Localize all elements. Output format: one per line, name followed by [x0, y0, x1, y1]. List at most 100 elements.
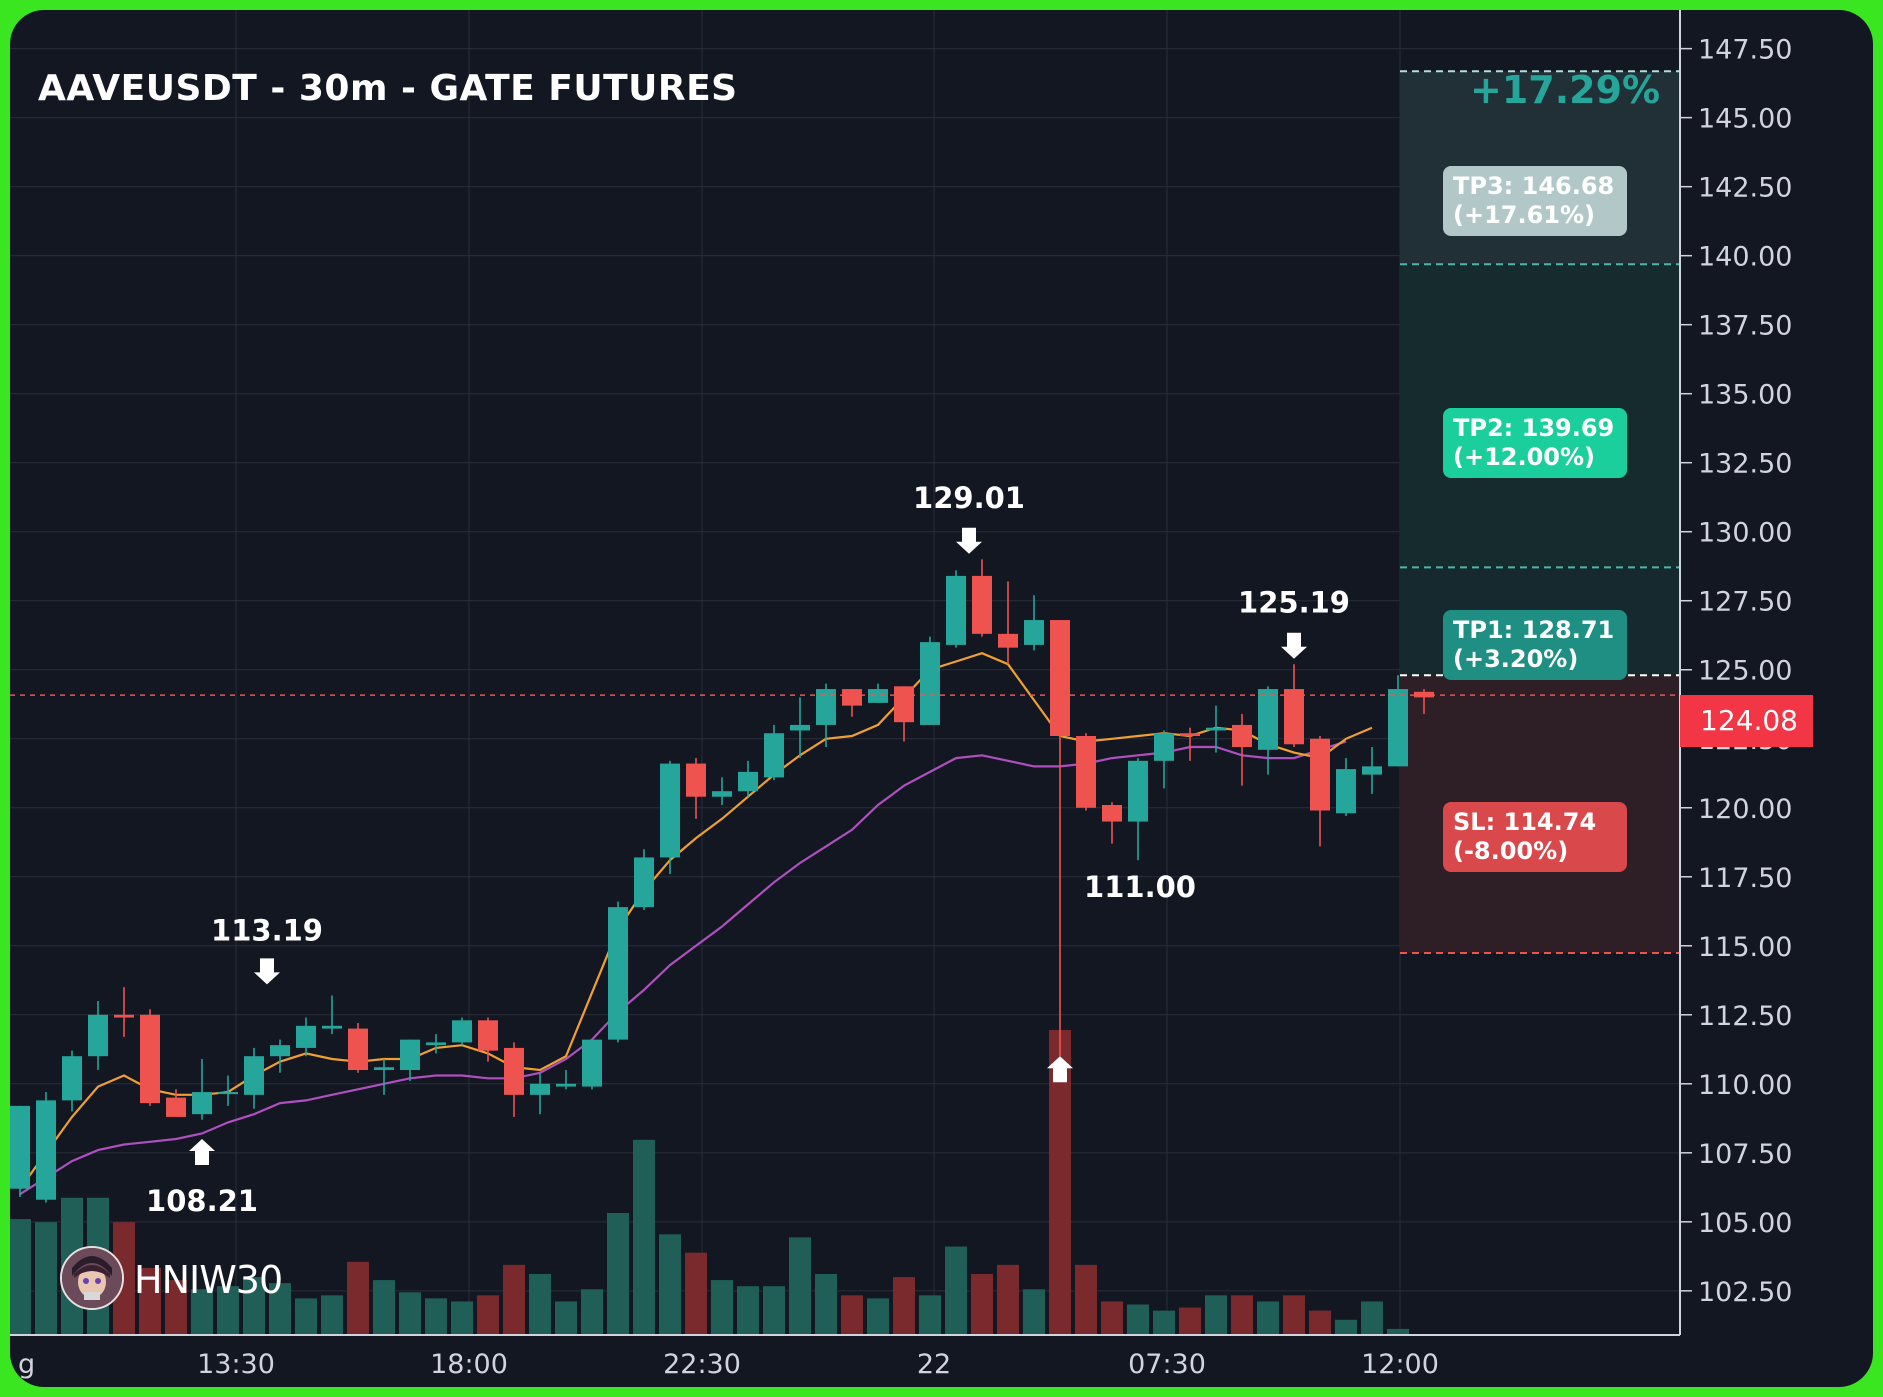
annotation-high-2: 129.01 — [913, 481, 1025, 515]
candle — [400, 1039, 420, 1082]
candle-body — [322, 1025, 342, 1029]
ma-slow-line — [19, 740, 1347, 1196]
volume-bar — [659, 1234, 681, 1335]
volume-bar — [789, 1237, 811, 1335]
candle — [1050, 620, 1070, 1057]
y-tick-label: 112.50 — [1698, 1001, 1792, 1032]
volume-bar — [815, 1274, 837, 1335]
candle-body — [972, 575, 992, 634]
volume-bar — [971, 1274, 993, 1335]
volume-bar — [607, 1213, 629, 1335]
tp3-percent: (+17.61%) — [1453, 201, 1596, 229]
candle-body — [1154, 733, 1174, 761]
candle — [972, 559, 992, 637]
candle — [712, 777, 732, 805]
x-tick-label: 07:30 — [1128, 1349, 1206, 1380]
arrow-up-icon — [1047, 1056, 1073, 1083]
candle — [582, 1039, 602, 1090]
candle — [88, 1000, 108, 1070]
arrow-down-icon — [1281, 632, 1307, 659]
candle — [1336, 758, 1356, 817]
tp3-price: TP3: 146.68 — [1453, 172, 1615, 200]
candle-body — [686, 763, 706, 797]
level-lines — [10, 70, 1680, 954]
candle — [816, 683, 836, 748]
candle — [608, 901, 628, 1043]
candle-body — [1258, 689, 1278, 750]
volume-bar — [139, 1267, 161, 1335]
tp3-label: TP3: 146.68 (+17.61%) — [1443, 166, 1627, 236]
candle-body — [88, 1014, 108, 1057]
arrow-down-icon — [254, 958, 280, 985]
tp1-percent: (+3.20%) — [1453, 645, 1579, 673]
candle — [1180, 727, 1200, 761]
volume-bar — [1049, 1030, 1071, 1335]
candle — [1128, 758, 1148, 861]
volume-bar — [893, 1277, 915, 1335]
volume-bar — [1283, 1295, 1305, 1335]
y-tick-label: 110.00 — [1698, 1070, 1792, 1101]
candle-body — [1180, 733, 1200, 736]
candle — [140, 1009, 160, 1106]
arrow-down-icon — [956, 527, 982, 554]
volume-bar — [35, 1222, 57, 1335]
candle-body — [1336, 769, 1356, 814]
avatar-logo-icon-art — [62, 1248, 122, 1308]
chart-title: AAVEUSDT - 30m - GATE FUTURES — [38, 68, 738, 109]
y-tick-label: 135.00 — [1698, 380, 1792, 411]
candle — [1362, 747, 1382, 794]
volume-bar — [633, 1139, 655, 1335]
x-tick-label: 22:30 — [663, 1349, 741, 1380]
candle-body — [1076, 735, 1096, 808]
volume-bar — [1387, 1328, 1409, 1335]
candle — [114, 987, 134, 1037]
volume-bar — [451, 1301, 473, 1335]
candle-body — [218, 1092, 238, 1095]
tp2-percent: (+12.00%) — [1453, 443, 1596, 471]
candle-body — [348, 1028, 368, 1070]
volume-bar — [10, 1219, 31, 1335]
candle-body — [556, 1083, 576, 1087]
volume-bar — [1231, 1295, 1253, 1335]
candle — [920, 636, 940, 725]
annotation-arrows: 108.21 113.19 129.01 125.19 — [146, 481, 1350, 1218]
candle-body — [1232, 724, 1252, 748]
x-tick-label: g — [18, 1349, 35, 1380]
volume-bar — [1075, 1264, 1097, 1335]
volume-bar — [1257, 1301, 1279, 1335]
candle-body — [608, 907, 628, 1040]
tp1-label: TP1: 128.71 (+3.20%) — [1443, 610, 1627, 680]
candle-body — [114, 1014, 134, 1018]
volume-bar — [477, 1295, 499, 1335]
sl-label: SL: 114.74 (-8.00%) — [1443, 802, 1627, 872]
candle — [1206, 705, 1226, 753]
y-tick-label: 102.50 — [1698, 1277, 1792, 1308]
volume-bar — [399, 1292, 421, 1335]
candle-body — [660, 763, 680, 858]
volume-bar — [113, 1222, 135, 1335]
candle-body — [738, 771, 758, 792]
volume-bar — [1335, 1319, 1357, 1335]
price-chart[interactable]: 102.50 105.00 107.50 110.00 112.50 115.00 117.… — [10, 10, 1873, 1387]
volume-bar — [841, 1295, 863, 1335]
candle — [634, 849, 654, 910]
candlesticks[interactable] — [10, 559, 1434, 1203]
candle-body — [62, 1056, 82, 1101]
y-tick-label: 140.00 — [1698, 242, 1792, 273]
chart-frame: 102.50 105.00 107.50 110.00 112.50 115.00 117.… — [10, 10, 1873, 1387]
y-tick-label: 132.50 — [1698, 449, 1792, 480]
volume-bar — [737, 1286, 759, 1335]
x-tick-label: 18:00 — [430, 1349, 508, 1380]
candle-body — [270, 1045, 290, 1057]
candle-body — [712, 791, 732, 797]
volume-bar — [711, 1280, 733, 1335]
candle — [1154, 730, 1174, 789]
candle-body — [634, 857, 654, 908]
y-tick-label: 125.00 — [1698, 656, 1792, 687]
candle — [1102, 802, 1122, 844]
candle — [166, 1089, 186, 1117]
y-tick-label: 120.00 — [1698, 794, 1792, 825]
y-tick-label: 127.50 — [1698, 587, 1792, 618]
volume-bar — [685, 1252, 707, 1335]
candle — [426, 1034, 446, 1054]
